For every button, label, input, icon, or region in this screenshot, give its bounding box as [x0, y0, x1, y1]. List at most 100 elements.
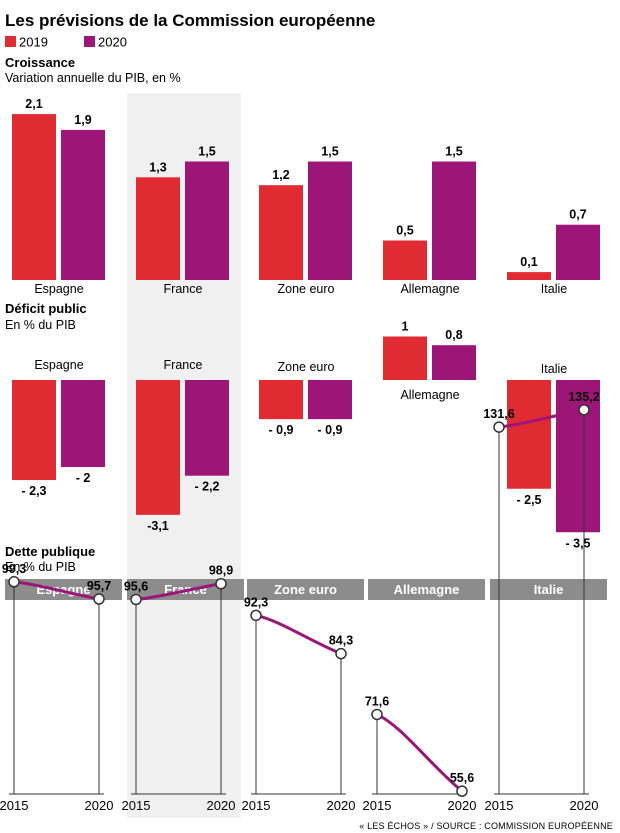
deficit-bar-espagne-2020	[61, 380, 105, 467]
deficit-value-allemagne-2020: 0,8	[445, 328, 462, 342]
debt-value-zone-euro-2020: 84,3	[329, 634, 353, 648]
growth-bar-allemagne-2020	[432, 161, 476, 280]
deficit-value-espagne-2019: - 2,3	[21, 484, 46, 498]
deficit-bar-zone-euro-2019	[259, 380, 303, 420]
debt-header-italie	[490, 579, 607, 600]
debt-point-italie-2020	[578, 404, 590, 416]
growth-bar-zone-euro-2019	[259, 185, 303, 280]
growth-value-zone-euro-2020: 1,5	[321, 145, 338, 159]
deficit-bar-france-2019	[136, 380, 180, 515]
growth-country-label-france: France	[164, 282, 203, 296]
growth-value-italie-2020: 0,7	[569, 208, 586, 222]
debt-section-subtitle: En % du PIB	[5, 560, 76, 574]
deficit-bar-allemagne-2019	[383, 336, 427, 380]
deficit-chart: - 2,3 - 2 Espagne -3,1 - 2,2 France - 0,9 - 0,9…	[12, 320, 600, 550]
debt-line-zone-euro	[255, 613, 342, 656]
debt-value-espagne-2020: 95,7	[87, 579, 111, 593]
debt-point-allemagne-2020	[456, 785, 468, 797]
debt-year-label-italie-2015: 2015	[485, 798, 514, 813]
debt-point-zone-euro-2020	[335, 647, 347, 660]
legend: 2019 2020	[5, 35, 127, 50]
chart-title: Les prévisions de la Commission européen…	[5, 11, 375, 30]
deficit-value-espagne-2020: - 2	[76, 471, 91, 485]
deficit-value-italie-2020: - 3,5	[565, 536, 590, 550]
debt-header-allemagne	[368, 579, 485, 600]
growth-country-label-allemagne: Allemagne	[400, 282, 459, 296]
deficit-country-label-italie: Italie	[541, 362, 567, 376]
growth-bar-italie-2019	[507, 272, 551, 280]
growth-value-france-2019: 1,3	[149, 160, 166, 174]
debt-year-label-espagne-2020: 2020	[85, 798, 114, 813]
debt-value-allemagne-2015: 71,6	[365, 694, 389, 708]
debt-value-france-2020: 98,9	[209, 564, 233, 578]
debt-year-label-allemagne-2020: 2020	[448, 798, 477, 813]
deficit-bar-zone-euro-2020	[308, 380, 352, 420]
debt-year-label-zone-euro-2015: 2015	[242, 798, 271, 813]
deficit-bar-espagne-2019	[12, 380, 56, 481]
debt-value-allemagne-2020: 55,6	[450, 771, 474, 785]
debt-value-italie-2015: 131,6	[483, 407, 514, 421]
debt-header-label-allemagne: Allemagne	[394, 582, 460, 597]
deficit-bar-italie-2019	[507, 380, 551, 489]
deficit-value-zone-euro-2019: - 0,9	[268, 423, 293, 437]
growth-bar-italie-2020	[556, 224, 600, 280]
growth-bar-allemagne-2019	[383, 240, 427, 280]
growth-bar-france-2020	[185, 161, 229, 280]
debt-header-label-italie: Italie	[534, 582, 564, 597]
source-note: « LES ÉCHOS » / SOURCE : COMMISSION EURO…	[359, 821, 613, 831]
debt-point-italie-2015	[493, 421, 505, 433]
deficit-section-subtitle: En % du PIB	[5, 318, 76, 332]
debt-value-zone-euro-2015: 92,3	[244, 595, 268, 609]
debt-value-italie-2020: 135,2	[568, 390, 599, 404]
debt-point-allemagne-2015	[371, 708, 383, 721]
deficit-value-italie-2019: - 2,5	[516, 493, 541, 507]
legend-label-2019: 2019	[19, 35, 48, 50]
legend-swatch-2019	[5, 36, 16, 47]
growth-country-label-italie: Italie	[541, 282, 567, 296]
growth-bar-zone-euro-2020	[308, 161, 352, 280]
legend-swatch-2020	[84, 36, 95, 47]
deficit-value-zone-euro-2020: - 0,9	[317, 423, 342, 437]
growth-section-title: Croissance	[5, 55, 75, 70]
debt-header-label-zone-euro: Zone euro	[274, 582, 337, 597]
debt-year-label-france-2020: 2020	[207, 798, 236, 813]
debt-value-espagne-2015: 99,3	[2, 562, 26, 576]
growth-value-allemagne-2020: 1,5	[445, 145, 462, 159]
growth-chart: 2,1 1,9 Espagne 1,3 1,5 France 1,2 1,5 Zone euro…	[12, 97, 600, 296]
growth-section-subtitle: Variation annuelle du PIB, en %	[5, 71, 181, 85]
growth-value-france-2020: 1,5	[198, 145, 215, 159]
deficit-country-label-allemagne: Allemagne	[400, 388, 459, 402]
debt-year-label-italie-2020: 2020	[570, 798, 599, 813]
deficit-section-title: Déficit public	[5, 301, 87, 316]
debt-point-france-2015	[130, 593, 142, 606]
growth-value-italie-2019: 0,1	[520, 255, 537, 269]
debt-year-label-espagne-2015: 2015	[0, 798, 28, 813]
debt-year-label-france-2015: 2015	[122, 798, 151, 813]
growth-value-allemagne-2019: 0,5	[396, 224, 413, 238]
debt-point-espagne-2020	[93, 593, 105, 605]
deficit-bar-france-2020	[185, 380, 229, 476]
deficit-country-label-zone-euro: Zone euro	[278, 360, 335, 374]
debt-point-zone-euro-2015	[250, 609, 262, 622]
deficit-value-allemagne-2019: 1	[402, 320, 409, 334]
debt-line-allemagne	[376, 713, 463, 793]
debt-point-espagne-2015	[8, 576, 20, 588]
deficit-bar-italie-2020	[556, 380, 600, 533]
deficit-country-label-france: France	[164, 358, 203, 372]
growth-bar-espagne-2019	[12, 114, 56, 280]
growth-country-label-zone-euro: Zone euro	[278, 282, 335, 296]
deficit-value-france-2020: - 2,2	[194, 480, 219, 494]
growth-value-espagne-2019: 2,1	[25, 97, 42, 111]
debt-point-france-2020	[215, 577, 227, 590]
debt-line-espagne	[13, 580, 100, 601]
growth-value-espagne-2020: 1,9	[74, 113, 91, 127]
debt-header-zone-euro	[247, 579, 364, 600]
deficit-value-france-2019: -3,1	[147, 519, 169, 533]
deficit-country-label-espagne: Espagne	[34, 358, 83, 372]
debt-section-title: Dette publique	[5, 544, 95, 559]
debt-year-label-zone-euro-2020: 2020	[327, 798, 356, 813]
deficit-bar-allemagne-2020	[432, 345, 476, 380]
growth-bar-espagne-2020	[61, 129, 105, 280]
legend-label-2020: 2020	[98, 35, 127, 50]
